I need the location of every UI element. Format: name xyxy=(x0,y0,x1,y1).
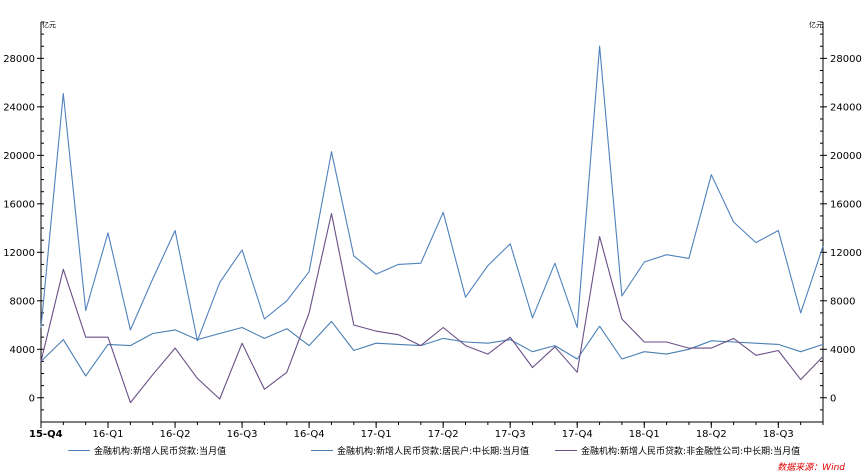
x-tick-label: 18-Q3 xyxy=(763,429,794,440)
x-tick-label: 16-Q4 xyxy=(294,429,325,440)
legend-swatch xyxy=(68,450,90,451)
y-tick-label-left: 20000 xyxy=(3,151,35,162)
y-tick-label-left: 0 xyxy=(29,393,35,404)
y-tick-label-right: 4000 xyxy=(830,345,855,356)
y-tick-label-left: 12000 xyxy=(3,248,35,259)
x-tick-label: 16-Q2 xyxy=(160,429,191,440)
x-tick-label: 17-Q2 xyxy=(428,429,459,440)
y-tick-label-right: 8000 xyxy=(830,296,855,307)
legend-label: 金融机构:新增人民币贷款:当月值 xyxy=(94,447,227,457)
y-tick-label-left: 28000 xyxy=(3,54,35,65)
legend-swatch xyxy=(555,450,577,451)
y-tick-label-right: 20000 xyxy=(830,151,862,162)
y-tick-label-left: 8000 xyxy=(10,296,35,307)
legend-item-household-long-term: 金融机构:新增人民币贷款:居民户:中长期:当月值 xyxy=(311,444,529,457)
x-tick-label: 17-Q4 xyxy=(562,429,593,440)
x-tick-label: 18-Q1 xyxy=(629,429,660,440)
y-tick-label-right: 16000 xyxy=(830,199,862,210)
x-tick-label: 15-Q4 xyxy=(29,429,63,440)
y-tick-label-left: 16000 xyxy=(3,199,35,210)
y-tick-label-right: 0 xyxy=(830,393,836,404)
series-lines xyxy=(40,45,824,404)
y-axis-unit-left: 亿元 xyxy=(42,20,56,29)
legend: 金融机构:新增人民币贷款:当月值 金融机构:新增人民币贷款:居民户:中长期:当月… xyxy=(0,444,865,460)
x-tick-label: 17-Q1 xyxy=(361,429,392,440)
y-tick-label-left: 4000 xyxy=(10,345,35,356)
legend-label: 金融机构:新增人民币贷款:居民户:中长期:当月值 xyxy=(337,447,530,457)
x-tick-label: 18-Q2 xyxy=(696,429,727,440)
y-tick-label-right: 24000 xyxy=(830,102,862,113)
x-tick-label: 17-Q3 xyxy=(495,429,526,440)
series-line-3 xyxy=(40,212,824,404)
y-axis-unit-right: 亿元 xyxy=(809,20,823,29)
series-line-1 xyxy=(40,45,824,342)
legend-swatch xyxy=(311,450,333,451)
data-source: 数据来源：Wind xyxy=(777,463,845,473)
y-tick-label-right: 12000 xyxy=(830,248,862,259)
axes: 0 0 4000 4000 8000 8000 12000 12000 16000 16000 20… xyxy=(3,21,862,440)
y-tick-label-right: 28000 xyxy=(830,54,862,65)
x-tick-label: 16-Q1 xyxy=(93,429,124,440)
legend-item-total-loans: 金融机构:新增人民币贷款:当月值 xyxy=(68,444,226,457)
legend-item-corporate-long-term: 金融机构:新增人民币贷款:非金融性公司:中长期:当月值 xyxy=(555,444,800,457)
x-tick-label: 16-Q3 xyxy=(227,429,258,440)
y-tick-label-left: 24000 xyxy=(3,102,35,113)
legend-label: 金融机构:新增人民币贷款:非金融性公司:中长期:当月值 xyxy=(581,447,801,457)
